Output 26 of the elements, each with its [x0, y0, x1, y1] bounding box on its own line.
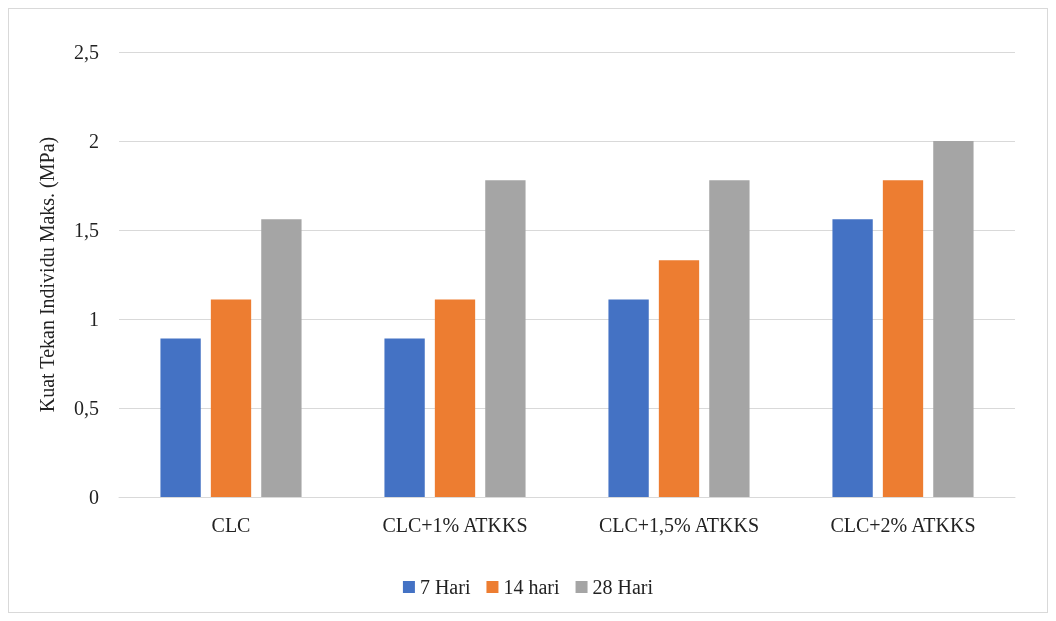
bar [832, 219, 873, 497]
bar [882, 180, 924, 497]
bar [160, 338, 201, 497]
bar [434, 299, 476, 497]
x-tick-label: CLC+1,5% ATKKS [598, 514, 760, 536]
y-tick-label: 0 [89, 486, 99, 508]
y-tick-label: 2 [89, 130, 99, 152]
x-tick-label: CLC [211, 514, 251, 536]
bar [210, 299, 252, 497]
x-tick-label: CLC+2% ATKKS [830, 514, 976, 536]
bar [608, 299, 649, 497]
legend-label: 7 Hari [419, 576, 471, 598]
legend-label: 28 Hari [592, 576, 654, 598]
y-tick-label: 1,5 [74, 219, 99, 241]
bar [709, 180, 750, 497]
y-axis-title: Kuat Tekan Individu Maks. (MPa) [36, 136, 59, 413]
bar [384, 338, 425, 497]
y-tick-label: 1 [89, 308, 99, 330]
bar [658, 260, 700, 497]
bar [261, 219, 302, 497]
bar [933, 141, 974, 497]
legend-label: 14 hari [503, 576, 560, 598]
bar [485, 180, 526, 497]
x-tick-label: CLC+1% ATKKS [382, 514, 528, 536]
y-tick-label: 0,5 [74, 397, 99, 419]
y-tick-label: 2,5 [74, 41, 99, 63]
